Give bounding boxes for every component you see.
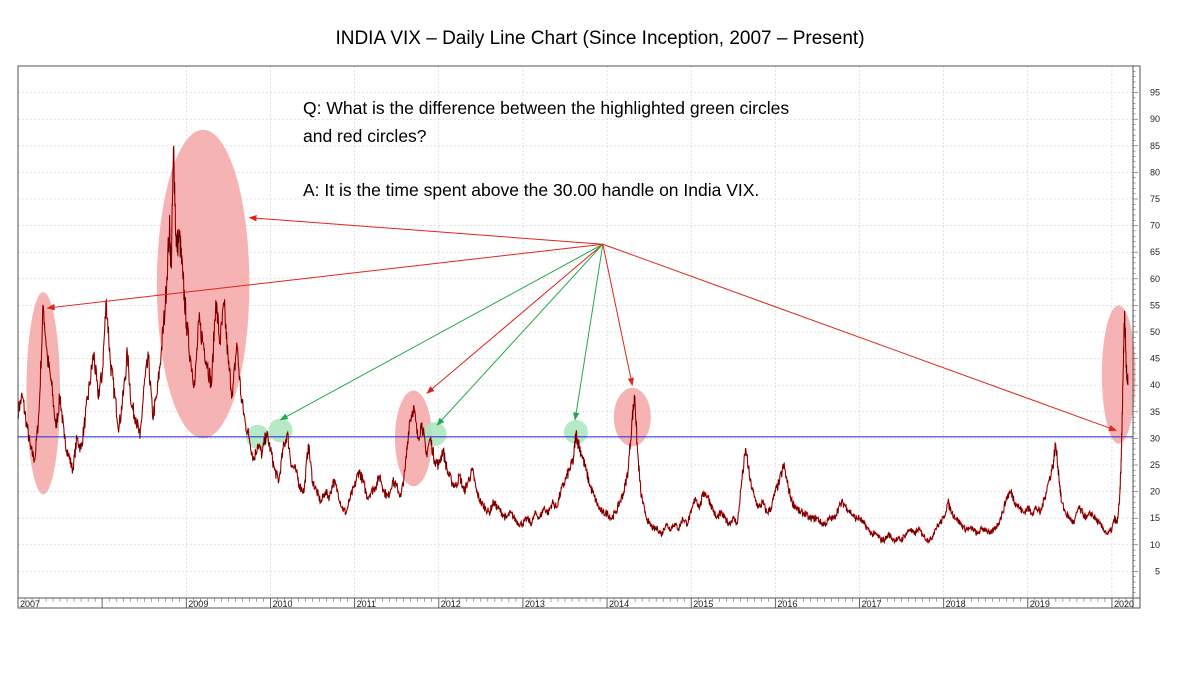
red-arrow	[602, 243, 1117, 431]
x-tick-label: 2017	[862, 599, 882, 609]
y-tick-label: 70	[1150, 221, 1160, 231]
x-tick-label: 2009	[188, 599, 208, 609]
y-tick-label: 10	[1150, 540, 1160, 550]
x-tick-label: 2020	[1114, 599, 1134, 609]
y-tick-label: 80	[1150, 167, 1160, 177]
red-arrow	[426, 243, 604, 394]
annotation-answer: A: It is the time spent above the 30.00 …	[303, 180, 759, 200]
x-tick-label: 2015	[693, 599, 713, 609]
y-tick-label: 60	[1150, 274, 1160, 284]
y-tick-label: 55	[1150, 300, 1160, 310]
y-tick-label: 35	[1150, 407, 1160, 417]
y-tick-label: 75	[1150, 194, 1160, 204]
x-tick-label: 2014	[609, 599, 629, 609]
x-tick-label: 2019	[1030, 599, 1050, 609]
y-tick-label: 65	[1150, 247, 1160, 257]
y-tick-label: 30	[1150, 433, 1160, 443]
y-tick-label: 40	[1150, 380, 1160, 390]
x-tick-label: 2016	[777, 599, 797, 609]
y-tick-label: 25	[1150, 460, 1160, 470]
y-tick-label: 50	[1150, 327, 1160, 337]
y-axis: 5 10 15 20 25 30 35 40 45 50 55 60 65 70 75 80 85 90 95	[1132, 66, 1160, 608]
x-tick-label: 2011	[357, 599, 376, 609]
annotation-question-line2: and red circles?	[303, 126, 427, 146]
green-arrow	[436, 243, 604, 426]
green-arrow	[573, 244, 604, 421]
y-tick-label: 85	[1150, 141, 1160, 151]
chart-title: INDIA VIX – Daily Line Chart (Since Ince…	[335, 28, 865, 49]
y-tick-label: 90	[1150, 114, 1160, 124]
annotation-question-line1: Q: What is the difference between the hi…	[303, 98, 789, 118]
y-tick-label: 45	[1150, 354, 1160, 364]
y-tick-label: 20	[1150, 487, 1160, 497]
y-tick-label: 95	[1150, 88, 1160, 98]
green-highlight-circle	[268, 418, 293, 443]
x-tick-label: 2007	[20, 599, 40, 609]
y-tick-label: 5	[1155, 566, 1160, 576]
x-tick-label: 2010	[272, 599, 292, 609]
x-tick-label: 2012	[441, 599, 461, 609]
green-highlight-circle	[422, 422, 447, 447]
red-highlight-circle	[1101, 305, 1136, 444]
vix-series-dark-line	[17, 146, 1129, 545]
x-tick-label: 2018	[946, 599, 966, 609]
annotation-arrows	[46, 214, 1117, 431]
green-arrow	[279, 243, 604, 421]
red-highlight-circle	[394, 390, 433, 487]
x-tick-label: 2013	[525, 599, 545, 609]
red-arrow	[248, 214, 603, 245]
red-arrow	[46, 243, 603, 311]
red-highlight-circle	[156, 129, 250, 439]
red-arrow	[602, 244, 634, 386]
plot-frame	[17, 65, 1141, 609]
y-tick-label: 15	[1150, 513, 1160, 523]
red-highlight-circle	[26, 292, 61, 495]
x-axis: 2007 2009 2010 2011 2012 2013 2014 2015 2016 2017…	[17, 597, 1140, 609]
